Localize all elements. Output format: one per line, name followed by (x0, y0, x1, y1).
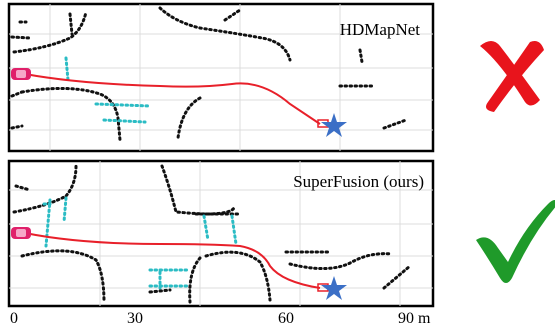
trajectory (24, 232, 321, 289)
hdmapnet-panel: HDMapNet (7, 2, 435, 153)
check-icon (476, 200, 555, 283)
goal-star-icon (321, 276, 347, 300)
tick-label: 60 (278, 310, 294, 327)
distance-axis: 0 30 60 90 m (10, 310, 431, 327)
grid-lines (9, 4, 433, 151)
trajectory (24, 73, 321, 125)
panel-title: SuperFusion (ours) (293, 172, 424, 191)
lane-dividers (64, 56, 152, 124)
tick-label: 90 m (398, 310, 431, 327)
superfusion-panel: SuperFusion (ours) (7, 159, 435, 308)
tick-label: 0 (10, 310, 18, 327)
panel-frame (7, 159, 435, 308)
vehicle-icon (11, 227, 31, 239)
road-boundaries (10, 6, 408, 142)
cross-icon (480, 41, 544, 112)
goal-star-icon (321, 113, 347, 137)
lane-dividers (42, 196, 238, 290)
road-boundaries (12, 164, 412, 304)
tick-label: 30 (127, 310, 143, 327)
panel-title: HDMapNet (340, 20, 421, 39)
vehicle-icon (11, 68, 31, 80)
